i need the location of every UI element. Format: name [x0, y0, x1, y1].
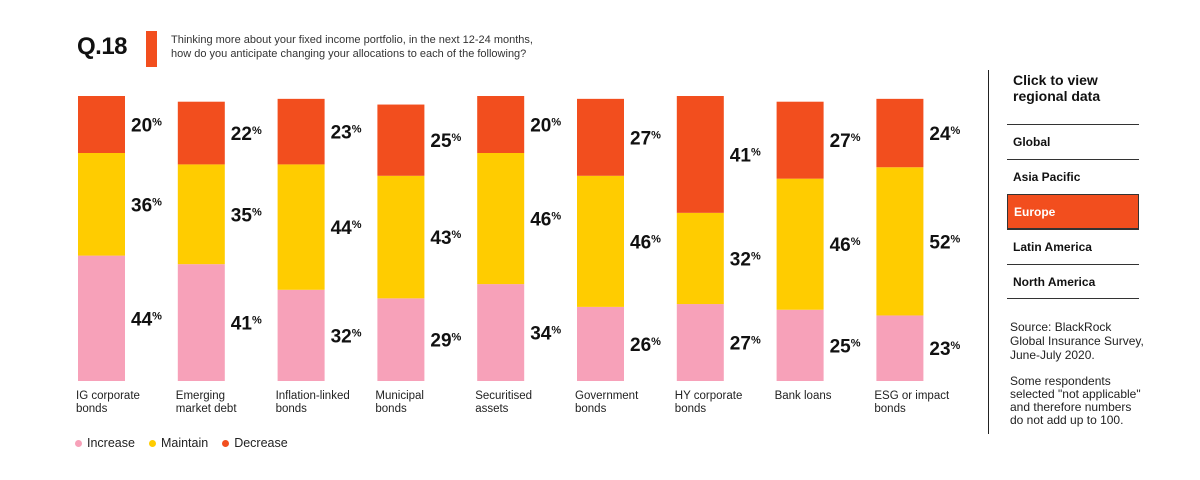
data-label-increase: 34%	[530, 324, 561, 345]
footnote: Some respondents selected "not applicabl…	[1010, 374, 1141, 427]
region-panel-title-line-1: Click to view	[1013, 72, 1098, 88]
bar-segment-decrease	[676, 96, 724, 213]
stacked-bar-chart: 44% 36% 20% IG corporate bonds 41% 35% 22% Emerg…	[76, 96, 961, 415]
data-label-increase: 25%	[830, 336, 861, 357]
data-label-maintain: 43%	[430, 228, 461, 249]
category-label: Emerging market debt	[176, 390, 238, 415]
bar-segment-increase	[477, 284, 525, 381]
data-label-decrease: 24%	[929, 124, 960, 145]
bar-segment-increase	[776, 309, 824, 381]
data-label-decrease: 20%	[131, 116, 162, 137]
bar-segment-increase	[577, 306, 624, 381]
category-label: ESG or impact bonds	[874, 390, 950, 415]
data-label-increase: 27%	[730, 334, 761, 355]
legend-swatch-increase	[75, 439, 82, 447]
category-label: IG corporate bonds	[76, 390, 140, 415]
legend-label-increase: Increase	[87, 436, 135, 450]
data-label-maintain: 46%	[630, 232, 661, 253]
question-number: Q.18	[77, 33, 128, 60]
category-label: Inflation-linked bonds	[276, 390, 350, 415]
category-label: HY corporate bonds	[675, 390, 743, 415]
region-option-europe[interactable]: Europe	[1007, 194, 1139, 229]
data-label-maintain: 35%	[231, 205, 262, 226]
chart-legend: Increase Maintain Decrease	[75, 436, 288, 450]
legend-item-decrease: Decrease	[222, 436, 288, 450]
category-label: Government bonds	[575, 390, 639, 415]
bar-segment-maintain	[477, 153, 525, 285]
data-label-decrease: 20%	[530, 116, 561, 137]
bar-segment-increase	[78, 255, 125, 381]
data-label-increase: 32%	[331, 326, 362, 347]
data-label-increase: 29%	[430, 331, 461, 352]
region-list: Global Asia Pacific Europe Latin America…	[1007, 124, 1139, 299]
data-label-maintain: 52%	[929, 232, 960, 253]
category-label: Bank loans	[775, 390, 832, 402]
bar-segment-maintain	[377, 175, 425, 299]
legend-label-maintain: Maintain	[160, 436, 209, 450]
legend-swatch-decrease	[222, 439, 230, 447]
bar-segment-increase	[177, 264, 225, 381]
bar-segment-maintain	[676, 212, 724, 305]
bar-segment-decrease	[78, 96, 125, 153]
data-label-increase: 41%	[231, 314, 262, 335]
data-label-maintain: 36%	[131, 195, 162, 216]
data-label-decrease: 22%	[231, 124, 262, 145]
data-label-increase: 26%	[630, 335, 661, 356]
question-text-line-1: Thinking more about your fixed income po…	[171, 34, 533, 46]
category-label: Municipal bonds	[375, 390, 424, 415]
bar-segment-decrease	[577, 98, 624, 176]
data-label-increase: 44%	[131, 309, 162, 330]
data-label-maintain: 46%	[830, 235, 861, 256]
bar-segment-decrease	[477, 96, 525, 153]
legend-swatch-maintain	[148, 439, 156, 447]
data-label-increase: 23%	[929, 339, 960, 360]
bar-segment-decrease	[377, 104, 425, 176]
region-panel-title-line-2: regional data	[1013, 88, 1101, 104]
bar-segment-decrease	[277, 98, 325, 165]
question-text-line-2: how do you anticipate changing your allo…	[171, 48, 527, 60]
data-label-maintain: 44%	[331, 218, 362, 239]
data-label-decrease: 41%	[730, 145, 761, 166]
region-option-asia-pacific[interactable]: Asia Pacific	[1007, 159, 1139, 194]
data-label-decrease: 27%	[630, 128, 661, 149]
bar-segment-maintain	[277, 164, 325, 290]
region-panel: Click to view regional data Global Asia …	[988, 70, 1144, 434]
legend-label-decrease: Decrease	[234, 436, 288, 450]
legend-item-increase: Increase	[75, 436, 135, 450]
region-option-north-america[interactable]: North America	[1007, 264, 1139, 299]
bar-segment-decrease	[177, 101, 225, 165]
source-note: Source: BlackRock Global Insurance Surve…	[1010, 320, 1144, 362]
bar-segment-increase	[876, 315, 924, 381]
bar-segment-increase	[377, 298, 425, 381]
bar-segment-maintain	[876, 167, 924, 316]
data-label-maintain: 46%	[530, 210, 561, 231]
region-option-global[interactable]: Global	[1007, 124, 1139, 159]
bar-segment-maintain	[177, 164, 225, 265]
bar-segment-maintain	[577, 175, 624, 307]
question-text: Thinking more about your fixed income po…	[171, 33, 691, 61]
question-accent-bar	[146, 31, 157, 67]
region-panel-title: Click to view regional data	[1013, 72, 1133, 104]
region-option-latin-america[interactable]: Latin America	[1007, 229, 1139, 264]
bar-segment-decrease	[876, 98, 924, 168]
data-label-maintain: 32%	[730, 249, 761, 270]
data-label-decrease: 25%	[430, 131, 461, 152]
legend-item-maintain: Maintain	[148, 436, 209, 450]
data-label-decrease: 23%	[331, 123, 362, 144]
category-label: Securitised assets	[475, 390, 532, 415]
data-label-decrease: 27%	[830, 131, 861, 152]
bar-segment-maintain	[776, 178, 824, 310]
bar-segment-maintain	[78, 153, 125, 256]
bar-segment-increase	[277, 289, 325, 381]
bar-segment-decrease	[776, 101, 824, 179]
bar-segment-increase	[676, 304, 724, 381]
